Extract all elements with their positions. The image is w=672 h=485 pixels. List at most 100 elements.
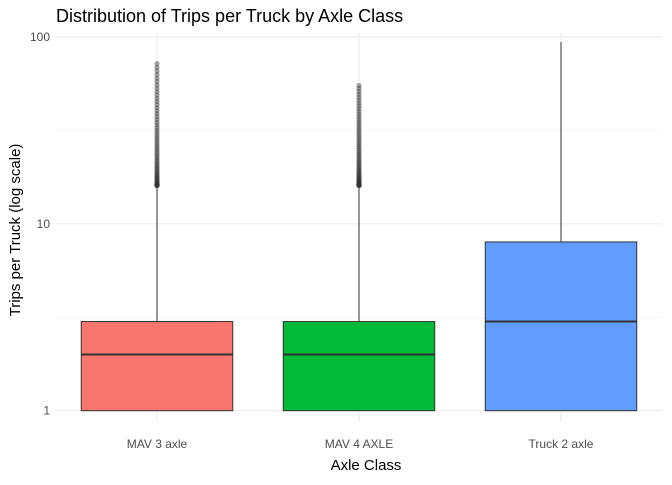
outlier-point	[356, 180, 362, 187]
outlier-point	[356, 180, 362, 186]
outlier-point	[154, 177, 160, 183]
outlier-point	[356, 172, 362, 178]
outlier-point	[356, 91, 362, 98]
outlier-point	[154, 125, 160, 131]
outlier-point	[356, 126, 362, 132]
outlier-point	[154, 68, 160, 74]
outlier-point	[154, 165, 160, 171]
outlier-point	[154, 114, 160, 120]
outlier-point	[154, 85, 160, 92]
outlier-point	[356, 171, 362, 177]
y-tick-label: 100	[30, 30, 50, 44]
outlier-point	[154, 160, 160, 166]
outlier-point	[356, 135, 362, 141]
x-tick-label: Truck 2 axle	[529, 437, 594, 451]
outlier-point	[356, 113, 362, 120]
outlier-point	[356, 121, 362, 127]
outlier-point	[154, 89, 160, 95]
outlier-point	[154, 132, 160, 139]
outlier-point	[356, 97, 362, 103]
outlier-point	[154, 175, 160, 181]
y-tick-label: 1	[43, 404, 50, 418]
outlier-point	[356, 82, 362, 89]
outlier-point	[154, 61, 160, 67]
outlier-point	[154, 142, 160, 148]
outlier-point	[154, 167, 160, 173]
outlier-point	[356, 149, 362, 155]
outlier-point	[356, 163, 362, 169]
outlier-point	[356, 164, 362, 170]
outlier-point	[154, 105, 160, 111]
outlier-point	[154, 170, 160, 176]
outlier-point	[356, 177, 362, 183]
outlier-point	[356, 176, 362, 182]
outlier-point	[154, 153, 160, 159]
outlier-point	[356, 108, 362, 114]
outlier-point	[356, 153, 362, 159]
outlier-point	[356, 141, 362, 148]
outlier-point	[154, 95, 160, 101]
outlier-point	[356, 123, 362, 130]
outlier-point	[356, 181, 362, 187]
outlier-point	[154, 127, 160, 133]
x-axis-title: Axle Class	[331, 457, 402, 474]
outlier-point	[356, 143, 362, 150]
outlier-point	[154, 82, 160, 88]
outlier-point	[356, 128, 362, 134]
y-tick-label: 10	[37, 217, 51, 231]
outlier-point	[356, 178, 362, 184]
outlier-point	[154, 108, 160, 114]
outlier-point	[154, 181, 160, 187]
y-axis-title: Trips per Truck (log scale)	[7, 144, 24, 317]
outlier-point	[154, 119, 160, 125]
outlier-point	[356, 174, 362, 180]
outlier-point	[154, 130, 160, 136]
tick-labels: 1 10 100 MAV 3 axle MAV 4 AXLE Truck 2 axle	[30, 30, 594, 451]
outlier-point	[154, 140, 160, 146]
outlier-point	[154, 182, 160, 189]
outlier-point	[154, 181, 160, 187]
outlier-point	[356, 168, 362, 174]
outlier-point	[154, 155, 160, 161]
outlier-point	[356, 182, 362, 188]
outlier-point	[154, 182, 160, 188]
outlier-point	[154, 64, 160, 70]
outlier-point	[356, 183, 362, 189]
box-group	[484, 41, 638, 412]
outlier-point	[356, 182, 362, 189]
outlier-point	[154, 180, 160, 186]
outlier-point	[154, 144, 160, 150]
outlier-point	[356, 147, 362, 154]
outlier-point	[154, 102, 160, 108]
outlier-point	[356, 88, 362, 95]
outlier-point	[356, 167, 362, 173]
box-group	[80, 61, 234, 412]
outlier-point	[154, 172, 160, 178]
outlier-point	[154, 71, 160, 78]
outlier-point	[154, 176, 160, 182]
outlier-point	[154, 116, 160, 123]
outlier-point	[356, 94, 362, 100]
x-tick-label: MAV 4 AXLE	[325, 437, 393, 451]
outlier-point	[154, 173, 160, 180]
outlier-point	[154, 75, 160, 81]
outlier-point	[154, 111, 160, 117]
outlier-point	[356, 181, 362, 188]
outlier-point	[154, 183, 160, 189]
outlier-point	[356, 105, 362, 112]
outlier-point	[154, 178, 160, 185]
box-iqr	[484, 241, 638, 412]
outlier-point	[356, 179, 362, 185]
outlier-point	[154, 149, 160, 155]
outlier-point	[154, 92, 160, 98]
outlier-point	[356, 137, 362, 143]
outlier-point	[154, 183, 160, 189]
box-iqr	[282, 321, 436, 412]
outlier-point	[356, 119, 362, 125]
outlier-point	[356, 145, 362, 152]
outlier-point	[154, 179, 160, 185]
outlier-point	[356, 151, 362, 157]
outlier-point	[154, 151, 160, 157]
boxes	[80, 41, 638, 412]
